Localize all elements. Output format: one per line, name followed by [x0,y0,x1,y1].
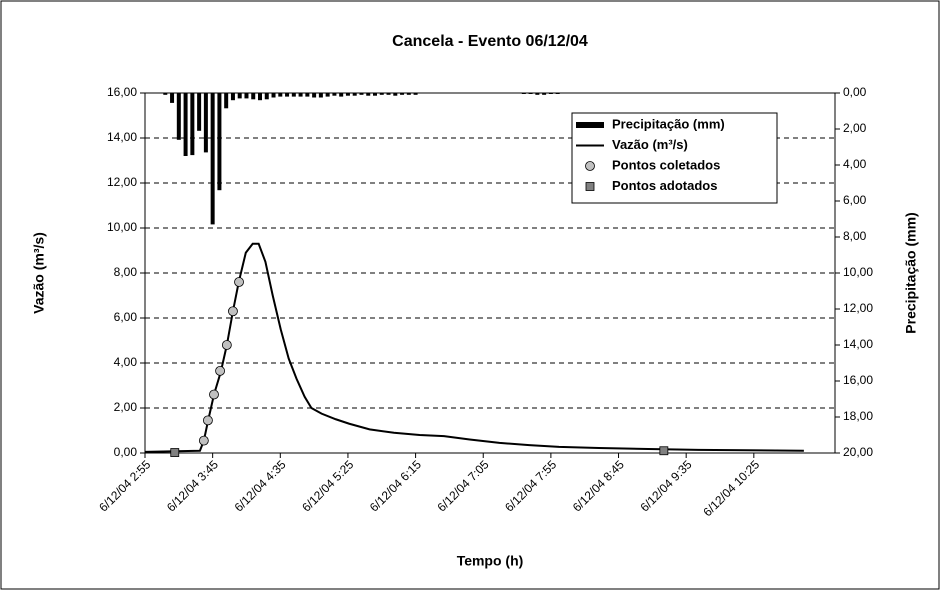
precip-bar [176,93,181,140]
y2-tick-label: 20,00 [843,445,873,459]
y-tick-label: 8,00 [114,265,138,279]
collected-point [228,306,238,317]
adopted-point [659,446,669,456]
precip-bar [521,93,526,94]
precip-bar [230,93,235,101]
precip-bar [555,93,560,94]
precip-bar [528,93,533,94]
precip-bar [386,93,391,95]
precip-bar [258,93,262,101]
precip-bar [406,93,411,95]
y-tick-label: 10,00 [107,220,137,234]
chart-title: Cancela - Evento 06/12/04 [392,33,588,50]
y-tick-label: 0,00 [114,445,138,459]
legend-box [571,112,778,204]
y-tick-label: 12,00 [107,175,137,189]
precip-bar [237,93,242,99]
precip-bar [339,93,344,97]
precip-bar [352,93,357,96]
precip-bar [190,93,195,156]
precip-bar [271,93,276,98]
adopted-point [170,448,180,457]
legend-label: Precipitação (mm) [612,116,725,131]
precip-bar [217,93,222,191]
legend-swatch [585,161,595,171]
precip-bar [366,93,371,96]
collected-point [234,277,244,287]
precip-bar [251,93,256,100]
precip-bar [244,93,249,99]
flow-line [144,242,804,453]
y2-tick-label: 14,00 [843,337,873,351]
y-tick-label: 2,00 [114,400,138,414]
y2-tick-label: 4,00 [843,157,867,171]
legend-label: Vazão (m³/s) [612,137,688,152]
y-axis-title: Vazão (m³/s) [31,232,47,314]
precip-bar [548,93,553,94]
precip-bar [305,93,310,97]
precip-bar [318,93,323,98]
precip-bar [332,93,337,96]
collected-point [221,340,232,350]
precip-bar [291,93,296,97]
precip-bar [400,93,405,95]
plot-area [144,92,836,454]
precip-bar [163,93,168,95]
x-axis-title: Tempo (h) [457,553,524,569]
precip-bar [285,93,290,97]
precip-bar [325,93,330,97]
legend-label: Pontos adotados [612,178,717,193]
precip-bar [264,93,269,100]
y2-tick-label: 16,00 [843,373,873,387]
precip-bar [535,93,540,95]
precip-bar [298,93,303,97]
y2-tick-label: 6,00 [843,193,867,207]
precip-bar [345,93,350,96]
legend-label: Pontos coletados [612,157,720,172]
legend-swatch [576,122,604,128]
precip-bar [542,93,547,95]
y2-tick-label: 18,00 [843,409,873,423]
y2-tick-label: 8,00 [843,229,867,243]
legend: Precipitação (mm) Vazão (m³/s) Pontos cole… [571,112,778,204]
y-tick-label: 6,00 [114,310,138,324]
y2-tick-label: 2,00 [843,121,867,135]
y2-tick-label: 10,00 [843,265,873,279]
precip-bar [278,93,283,97]
y2-tick-label: 0,00 [843,85,867,99]
precip-bar [359,93,364,95]
y2-tick-label: 12,00 [843,301,873,315]
y-tick-label: 14,00 [107,130,137,144]
precip-bar [373,93,377,96]
collected-point [203,415,213,426]
y2-axis-title: Precipitação (mm) [903,212,919,333]
precip-bar [203,93,208,153]
precip-bar [183,93,188,156]
precip-bar [312,93,317,98]
precip-bar [413,93,418,95]
precip-bar [210,93,215,225]
precip-bar [224,93,229,109]
collected-point [215,365,225,376]
y-tick-label: 4,00 [114,355,138,369]
collected-point [209,389,219,400]
precip-bar [379,93,384,95]
precip-bar [393,93,398,96]
legend-swatch [585,182,595,191]
precip-bar [170,93,175,103]
precip-bar [197,93,202,131]
collected-point [198,435,209,446]
y-tick-label: 16,00 [107,85,137,99]
